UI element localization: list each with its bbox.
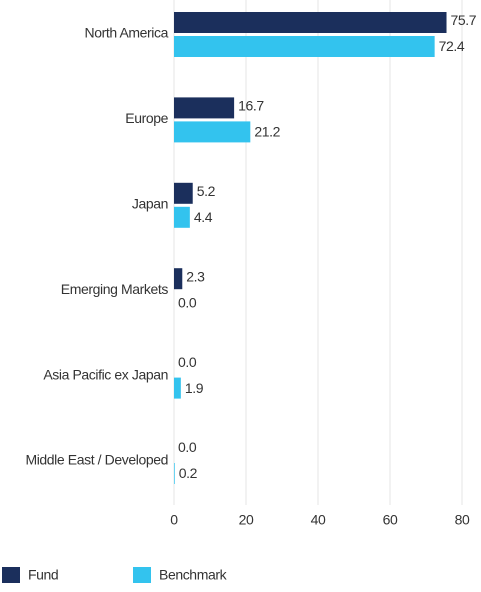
bar [174, 12, 447, 33]
value-label: 1.9 [185, 380, 204, 396]
bar [174, 97, 235, 119]
legend-swatch [133, 567, 151, 583]
legend-swatch [2, 567, 20, 583]
bar [174, 463, 175, 484]
x-tick-label: 0 [170, 512, 178, 528]
category-label: Japan [132, 196, 168, 212]
value-label: 72.4 [439, 38, 465, 54]
value-label: 5.2 [197, 183, 216, 199]
value-label: 0.0 [178, 439, 197, 455]
bar [174, 121, 251, 143]
bar [174, 377, 181, 399]
category-label: Emerging Markets [61, 281, 169, 297]
category-label: Middle East / Developed [25, 452, 168, 468]
value-label: 21.2 [254, 124, 280, 140]
value-label: 75.7 [451, 12, 477, 28]
bar [174, 268, 183, 290]
bar [174, 206, 190, 228]
category-label: Asia Pacific ex Japan [43, 366, 168, 382]
value-label: 4.4 [194, 209, 213, 225]
bar [174, 36, 435, 57]
category-label: Europe [125, 110, 168, 126]
legend-label: Fund [28, 567, 58, 583]
value-label: 0.0 [178, 354, 197, 370]
x-tick-label: 60 [383, 512, 398, 528]
value-label: 16.7 [238, 98, 264, 114]
x-tick-label: 40 [311, 512, 326, 528]
x-tick-label: 80 [455, 512, 470, 528]
category-label: North America [85, 25, 169, 41]
legend-label: Benchmark [159, 567, 228, 583]
value-label: 0.0 [178, 294, 197, 310]
bar [174, 182, 193, 204]
x-tick-label: 20 [239, 512, 254, 528]
value-label: 0.2 [179, 465, 198, 481]
value-label: 2.3 [186, 268, 205, 284]
